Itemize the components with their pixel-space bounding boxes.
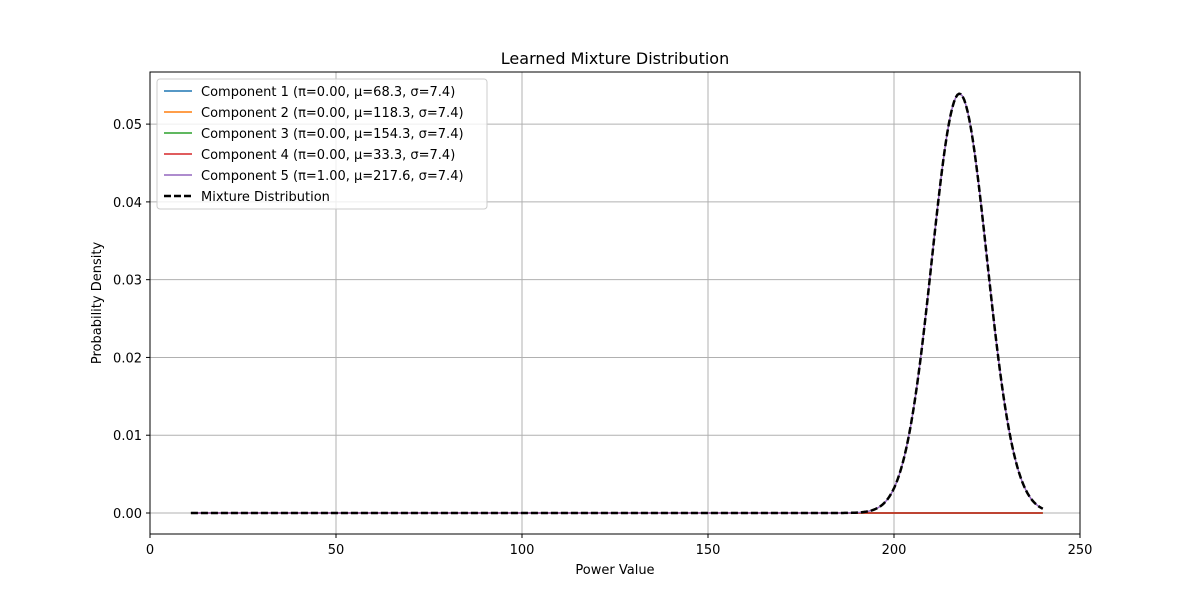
legend-label: Component 4 (π=0.00, μ=33.3, σ=7.4) [201, 148, 455, 163]
x-tick-label: 100 [510, 543, 535, 558]
legend-label: Mixture Distribution [201, 190, 330, 205]
plot-frame [149, 71, 1081, 535]
ticks: 0 50 100 150 200 250 0.00 0.01 0.02 0.03 0.04 0.05 [113, 118, 1092, 558]
legend-box [156, 78, 488, 210]
legend-label: Component 5 (π=1.00, μ=217.6, σ=7.4) [201, 169, 464, 184]
y-tick-label: 0.01 [113, 429, 142, 444]
y-tick-label: 0.04 [113, 196, 142, 211]
legend-label: Component 2 (π=0.00, μ=118.3, σ=7.4) [201, 106, 464, 121]
y-axis-label: Probability Density [90, 242, 105, 365]
y-tick-label: 0.00 [113, 507, 142, 522]
y-tick-label: 0.05 [113, 118, 142, 133]
legend-label: Component 1 (π=0.00, μ=68.3, σ=7.4) [201, 85, 455, 100]
x-tick-label: 200 [882, 543, 907, 558]
x-tick-label: 50 [328, 543, 345, 558]
x-tick-label: 0 [146, 543, 154, 558]
x-tick-label: 250 [1068, 543, 1093, 558]
mixture-line [190, 92, 1044, 515]
chart-title: Learned Mixture Distribution [501, 49, 729, 68]
legend: Component 1 (π=0.00, μ=68.3, σ=7.4) Compo… [156, 78, 488, 210]
y-tick-label: 0.03 [113, 274, 142, 289]
series-lines [190, 92, 1044, 515]
y-tick-label: 0.02 [113, 351, 142, 366]
x-axis-label: Power Value [575, 563, 654, 578]
x-tick-label: 150 [696, 543, 721, 558]
legend-label: Component 3 (π=0.00, μ=154.3, σ=7.4) [201, 127, 464, 142]
